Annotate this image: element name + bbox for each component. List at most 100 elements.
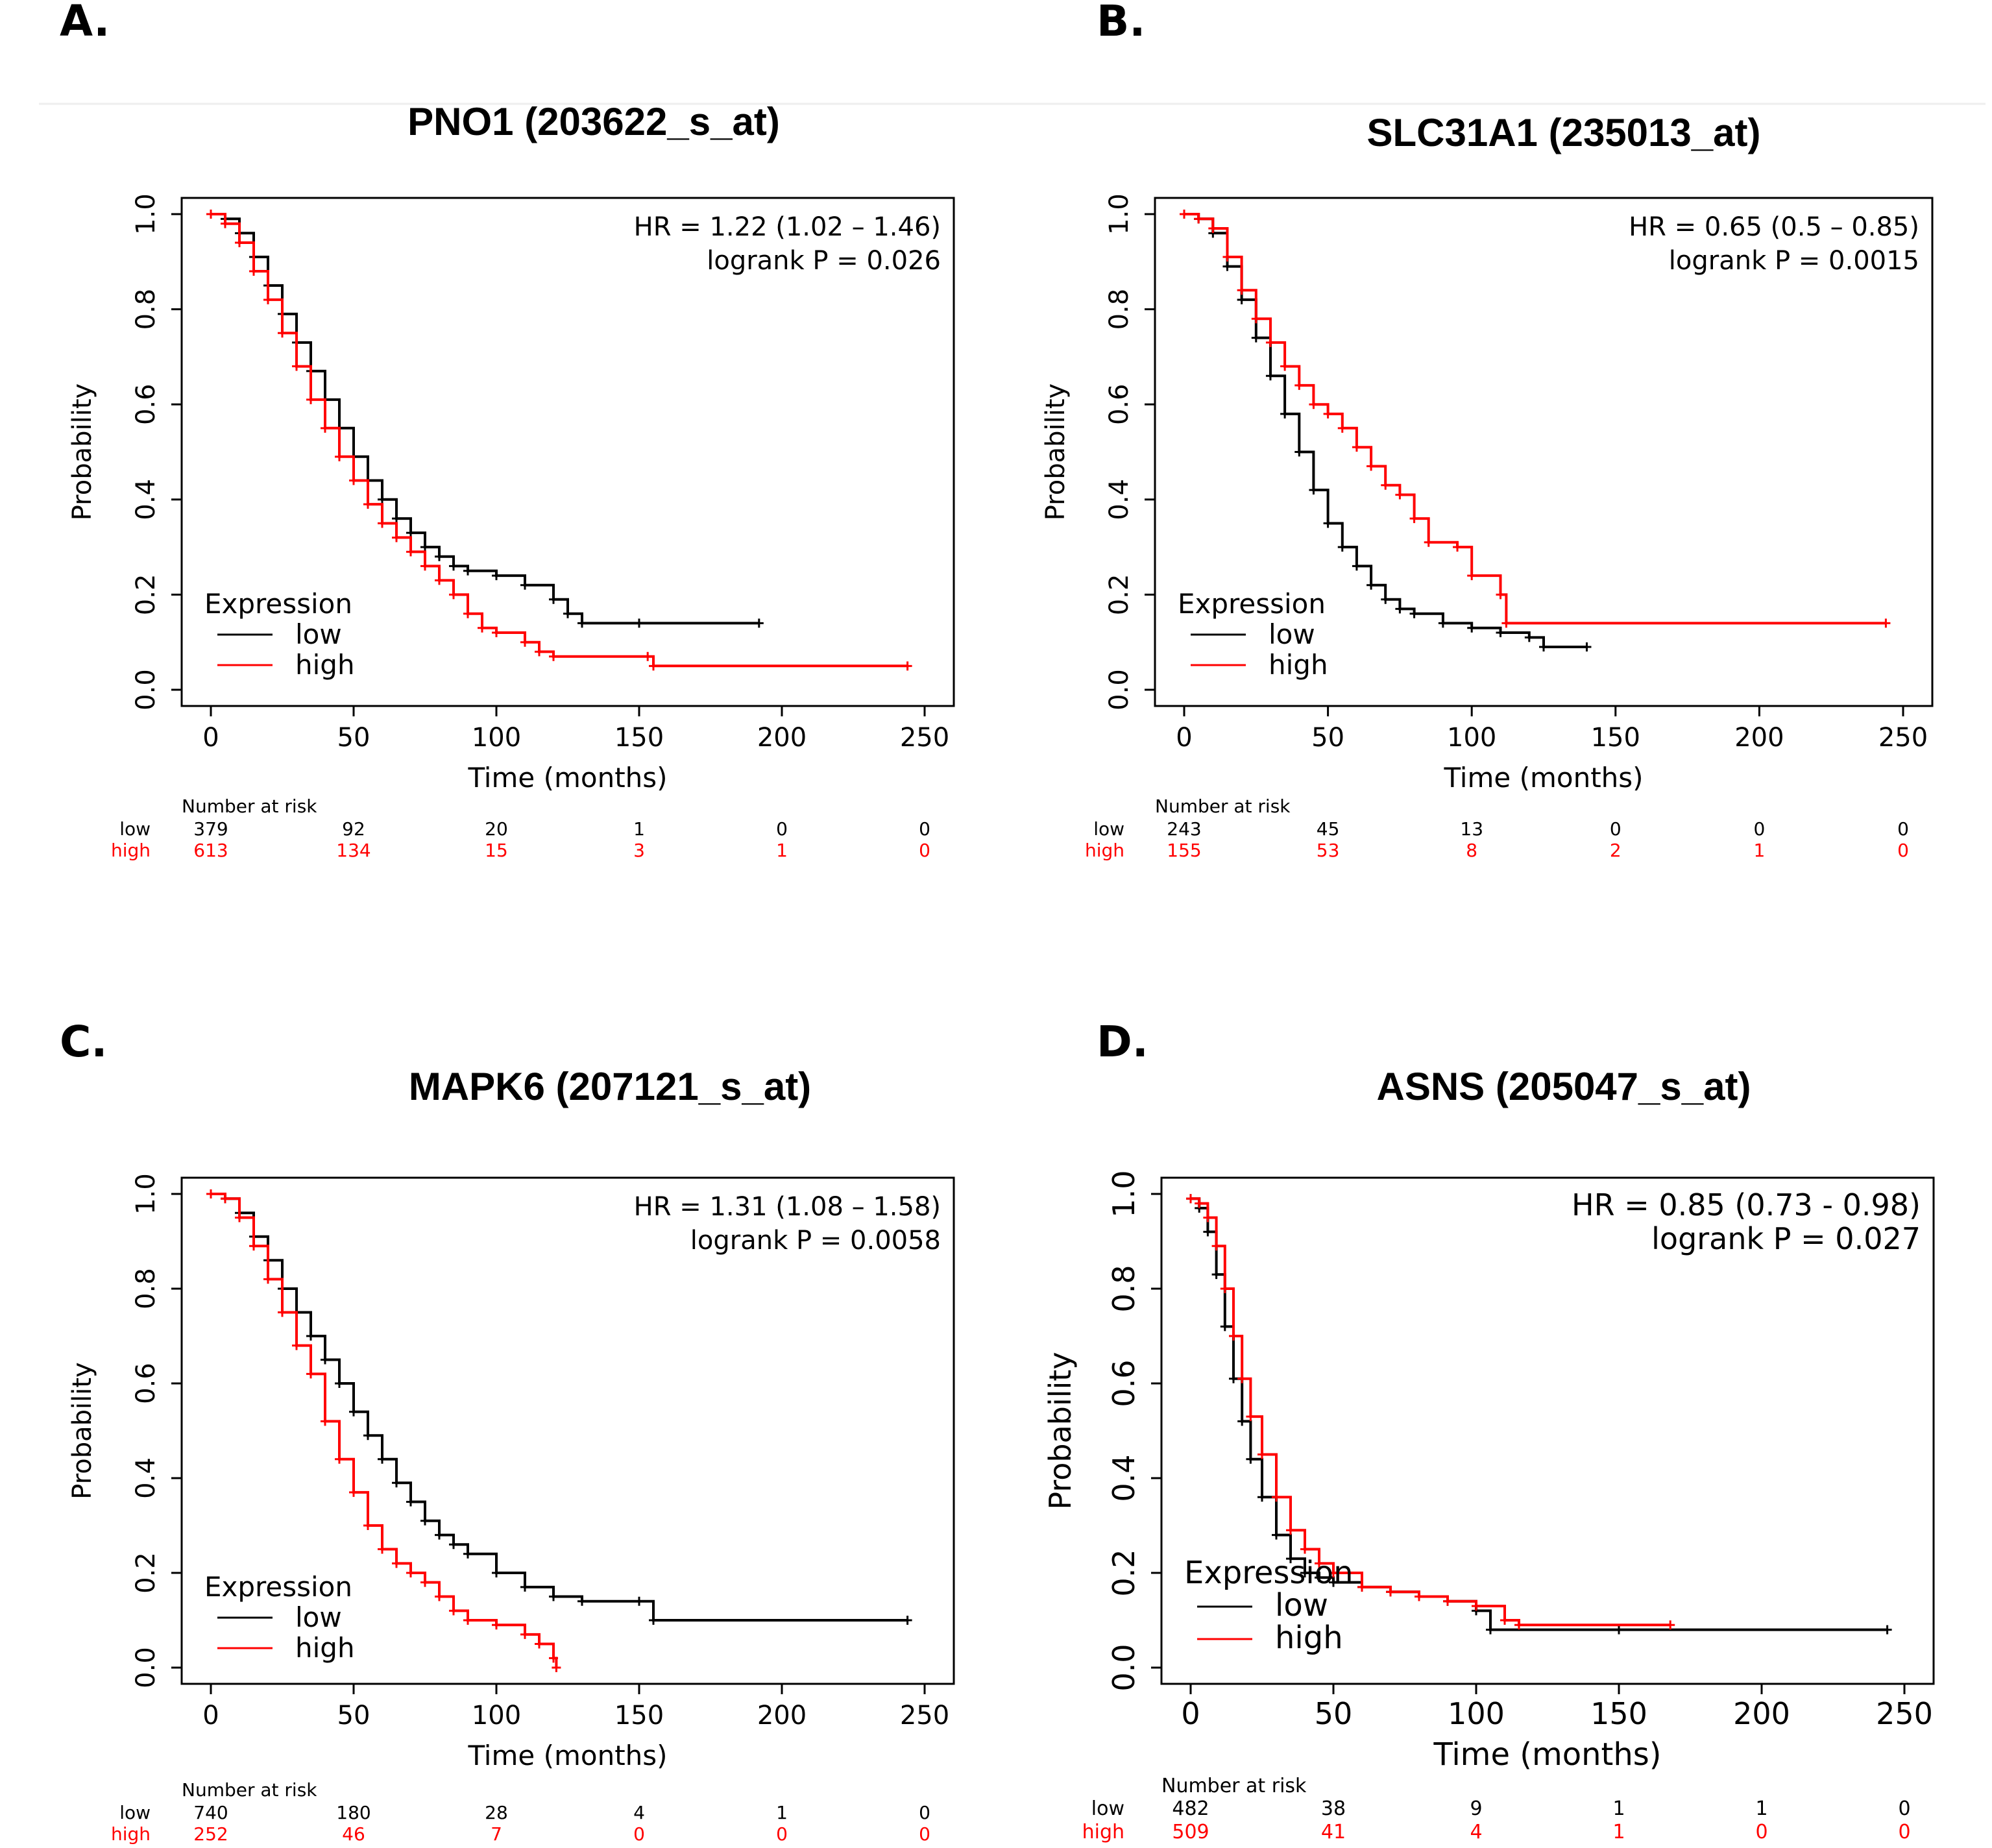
x-tick-label: 150 <box>614 723 664 753</box>
chart-title: PNO1 (203622_s_at) <box>407 100 780 143</box>
censor-mark-high <box>549 651 558 661</box>
censor-mark-high <box>1666 1620 1675 1630</box>
censor-mark-high <box>1453 542 1463 552</box>
censor-mark-high <box>306 1369 315 1379</box>
censor-mark-low <box>549 1592 558 1601</box>
censor-mark-low <box>1294 447 1304 457</box>
censor-mark-high <box>306 395 315 404</box>
risk-value-low: 0 <box>919 818 930 840</box>
censor-mark-low <box>1237 295 1246 304</box>
censor-mark-high <box>292 361 301 371</box>
censor-mark-low <box>406 528 415 538</box>
censor-mark-low <box>549 594 558 604</box>
censor-mark-low <box>1237 1416 1247 1426</box>
risk-value-high: 3 <box>633 840 645 861</box>
y-tick-label: 0.8 <box>1106 1265 1141 1312</box>
censor-mark-high <box>335 1454 344 1464</box>
x-tick-label: 50 <box>337 1701 370 1731</box>
x-tick-label: 0 <box>1181 1696 1200 1731</box>
censor-mark-low <box>1211 1270 1221 1280</box>
y-tick-label: 0.4 <box>1104 479 1134 520</box>
risk-value-high: 2 <box>1610 840 1622 861</box>
censor-mark-low <box>1582 642 1592 652</box>
censor-mark-high <box>1222 252 1232 261</box>
censor-mark-high <box>1237 1374 1247 1383</box>
censor-mark-high <box>1294 380 1304 390</box>
risk-value-high: 0 <box>633 1823 645 1845</box>
censor-mark-high <box>1280 361 1290 371</box>
censor-mark-low <box>1272 1530 1281 1540</box>
censor-mark-low <box>1251 333 1261 343</box>
risk-value-high: 1 <box>1612 1821 1625 1843</box>
hazard-ratio-text: HR = 1.22 (1.02 – 1.46) <box>634 212 941 242</box>
risk-value-high: 7 <box>491 1823 502 1845</box>
censor-mark-high <box>221 1194 230 1204</box>
censor-mark-high <box>1246 1412 1256 1422</box>
censor-mark-high <box>449 1606 458 1616</box>
censor-mark-low <box>1352 561 1361 571</box>
risk-value-low: 1 <box>1755 1797 1767 1820</box>
y-tick-label: 0.0 <box>131 669 161 711</box>
risk-row-label-low: low <box>119 818 151 840</box>
censor-mark-low <box>563 609 572 618</box>
censor-mark-high <box>378 518 387 528</box>
x-tick-label: 200 <box>757 723 807 753</box>
censor-mark-high <box>435 576 444 585</box>
x-tick-label: 50 <box>1311 723 1344 753</box>
censor-mark-high <box>1251 314 1261 324</box>
censor-mark-low <box>378 494 387 504</box>
censor-mark-low <box>1337 542 1347 552</box>
risk-value-low: 45 <box>1317 818 1340 840</box>
y-tick-label: 0.6 <box>1106 1359 1141 1407</box>
risk-value-low: 13 <box>1460 818 1483 840</box>
x-tick-label: 200 <box>1734 723 1784 753</box>
censor-mark-high <box>1467 571 1477 581</box>
km-curve-high <box>1191 1197 1671 1627</box>
y-tick-label: 0.0 <box>1106 1644 1141 1691</box>
censor-mark-low <box>1366 580 1376 590</box>
x-tick-label: 250 <box>1876 1696 1933 1731</box>
censor-mark-low <box>1395 604 1405 614</box>
risk-value-low: 243 <box>1167 818 1201 840</box>
censor-mark-high <box>1186 1194 1195 1204</box>
censor-mark-low <box>903 1616 912 1625</box>
legend-title: Expression <box>204 1571 352 1603</box>
x-tick-label: 150 <box>1591 723 1640 753</box>
censor-mark-high <box>1424 537 1433 547</box>
censor-mark-high <box>1309 400 1318 409</box>
legend-label-high: high <box>295 1632 355 1664</box>
censor-mark-low <box>435 1530 444 1540</box>
risk-row-label-high: high <box>1082 1821 1124 1843</box>
censor-mark-high <box>321 1416 330 1426</box>
x-tick-label: 50 <box>1315 1696 1353 1731</box>
censor-mark-high <box>435 1592 444 1601</box>
chart-title: ASNS (205047_s_at) <box>1376 1065 1751 1108</box>
risk-value-high: 134 <box>336 840 370 861</box>
censor-mark-low <box>635 1596 644 1606</box>
risk-value-high: 0 <box>1897 840 1909 861</box>
censor-mark-high <box>420 561 430 571</box>
censor-mark-low <box>1309 485 1318 495</box>
x-tick-label: 100 <box>1447 723 1496 753</box>
censor-mark-low <box>1496 628 1505 638</box>
y-tick-label: 0.8 <box>1104 289 1134 330</box>
risk-value-low: 38 <box>1321 1797 1346 1820</box>
censor-mark-low <box>1265 371 1275 381</box>
x-tick-label: 50 <box>337 723 370 753</box>
censor-mark-low <box>1229 1374 1238 1383</box>
censor-mark-high <box>363 1521 372 1530</box>
risk-value-low: 0 <box>1610 818 1622 840</box>
risk-value-low: 379 <box>193 818 228 840</box>
y-tick-label: 0.2 <box>1104 574 1134 616</box>
censor-mark-high <box>1352 443 1361 452</box>
y-tick-label: 1.0 <box>1104 193 1134 235</box>
censor-mark-high <box>1272 1492 1281 1502</box>
x-tick-label: 0 <box>202 1701 219 1731</box>
censor-mark-high <box>1500 1616 1509 1625</box>
censor-mark-high <box>235 237 244 247</box>
panel-label: B. <box>1097 0 1145 46</box>
censor-mark-high <box>292 1341 301 1350</box>
censor-mark-high <box>363 500 372 509</box>
risk-value-low: 4 <box>633 1802 645 1823</box>
